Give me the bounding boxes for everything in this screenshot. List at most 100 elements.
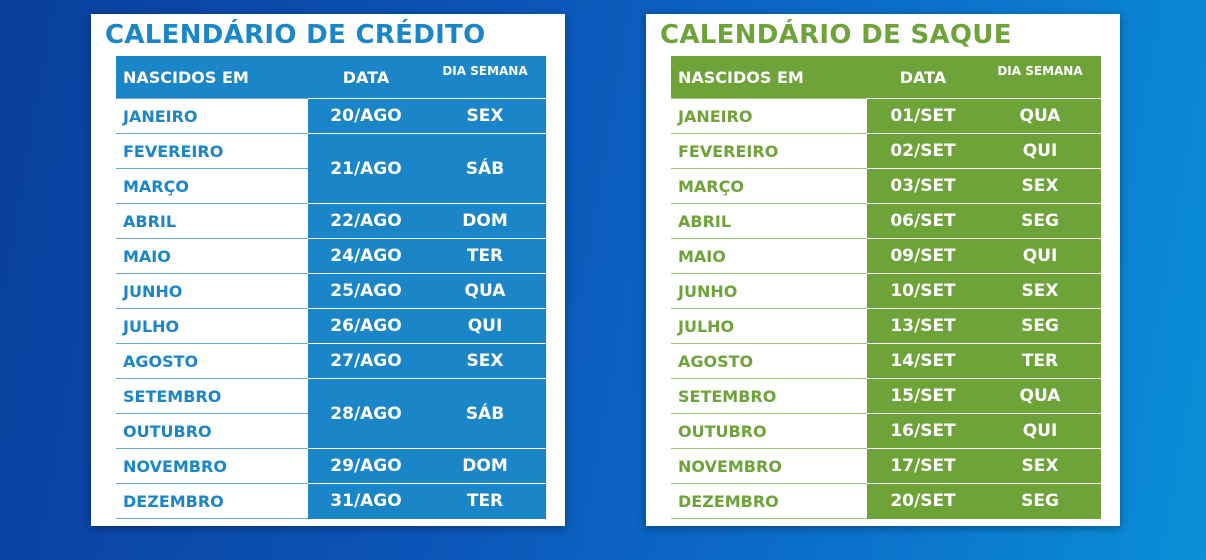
header-date: DATA xyxy=(308,56,424,99)
payment-date: 24/AGO xyxy=(308,238,424,274)
table-row: FEVEREIRO 02/SET QUI xyxy=(671,133,1101,169)
birth-month: MARÇO xyxy=(116,168,308,204)
table-header-row: NASCIDOS EM DATA DIA SEMANA xyxy=(116,56,546,99)
payment-date: 22/AGO xyxy=(308,203,424,239)
table-row: AGOSTO 27/AGO SEX xyxy=(116,343,546,379)
table-row: JULHO 13/SET SEG xyxy=(671,308,1101,344)
table-row: MAIO 09/SET QUI xyxy=(671,238,1101,274)
payment-date: 21/AGO xyxy=(308,133,424,204)
birth-month: JANEIRO xyxy=(671,98,867,134)
payment-date: 16/SET xyxy=(867,413,979,449)
header-month: NASCIDOS EM xyxy=(116,56,308,99)
payment-date: 13/SET xyxy=(867,308,979,344)
birth-month: AGOSTO xyxy=(671,343,867,379)
table-row: OUTUBRO xyxy=(116,413,546,449)
birth-month: DEZEMBRO xyxy=(116,483,308,519)
payment-date: 14/SET xyxy=(867,343,979,379)
weekday: SEX xyxy=(979,168,1101,204)
weekday: QUA xyxy=(979,378,1101,414)
payment-date: 31/AGO xyxy=(308,483,424,519)
birth-month: MAIO xyxy=(116,238,308,274)
payment-date: 02/SET xyxy=(867,133,979,169)
weekday: DOM xyxy=(424,448,546,484)
table-row: SETEMBRO 15/SET QUA xyxy=(671,378,1101,414)
payment-date: 20/AGO xyxy=(308,98,424,134)
weekday: QUA xyxy=(424,273,546,309)
table-row: DEZEMBRO 31/AGO TER xyxy=(116,483,546,519)
birth-month: ABRIL xyxy=(116,203,308,239)
birth-month: ABRIL xyxy=(671,203,867,239)
weekday: SEG xyxy=(979,203,1101,239)
birth-month: NOVEMBRO xyxy=(116,448,308,484)
payment-date: 01/SET xyxy=(867,98,979,134)
weekday: DOM xyxy=(424,203,546,239)
table-row: NOVEMBRO 29/AGO DOM xyxy=(116,448,546,484)
birth-month: OUTUBRO xyxy=(116,413,308,449)
weekday: QUI xyxy=(424,308,546,344)
table-row: JUNHO 10/SET SEX xyxy=(671,273,1101,309)
payment-date: 29/AGO xyxy=(308,448,424,484)
header-date: DATA xyxy=(867,56,979,99)
weekday: TER xyxy=(424,238,546,274)
weekday: SÁB xyxy=(424,133,546,204)
birth-month: FEVEREIRO xyxy=(116,133,308,169)
payment-date: 20/SET xyxy=(867,483,979,519)
credit-calendar-title: CALENDÁRIO DE CRÉDITO xyxy=(105,20,486,50)
table-row: FEVEREIRO 21/AGO SÁB xyxy=(116,133,546,204)
header-weekday: DIA SEMANA xyxy=(979,56,1101,99)
table-row: AGOSTO 14/SET TER xyxy=(671,343,1101,379)
birth-month: SETEMBRO xyxy=(671,378,867,414)
weekday: TER xyxy=(979,343,1101,379)
weekday: QUI xyxy=(979,413,1101,449)
payment-date: 15/SET xyxy=(867,378,979,414)
weekday: QUI xyxy=(979,238,1101,274)
table-row: ABRIL 06/SET SEG xyxy=(671,203,1101,239)
weekday: SEG xyxy=(979,308,1101,344)
table-row: JANEIRO 20/AGO SEX xyxy=(116,98,546,134)
birth-month: AGOSTO xyxy=(116,343,308,379)
table-row: JULHO 26/AGO QUI xyxy=(116,308,546,344)
weekday: SEG xyxy=(979,483,1101,519)
table-row: DEZEMBRO 20/SET SEG xyxy=(671,483,1101,519)
table-row: JUNHO 25/AGO QUA xyxy=(116,273,546,309)
withdrawal-table-body: JANEIRO 01/SET QUA FEVEREIRO 02/SET QUI MARÇO 0… xyxy=(671,98,1101,519)
birth-month: JUNHO xyxy=(671,273,867,309)
payment-date: 06/SET xyxy=(867,203,979,239)
table-row: ABRIL 22/AGO DOM xyxy=(116,203,546,239)
birth-month: DEZEMBRO xyxy=(671,483,867,519)
header-month: NASCIDOS EM xyxy=(671,56,867,99)
withdrawal-calendar-table: NASCIDOS EM DATA DIA SEMANA JANEIRO 01/SE… xyxy=(671,56,1101,519)
table-row: SETEMBRO 28/AGO SÁB xyxy=(116,378,546,449)
weekday: SEX xyxy=(979,448,1101,484)
birth-month: FEVEREIRO xyxy=(671,133,867,169)
table-header-row: NASCIDOS EM DATA DIA SEMANA xyxy=(671,56,1101,99)
header-weekday: DIA SEMANA xyxy=(424,56,546,99)
payment-date: 28/AGO xyxy=(308,378,424,449)
credit-calendar-card: CALENDÁRIO DE CRÉDITO NASCIDOS EM DATA D… xyxy=(91,14,565,526)
payment-date: 09/SET xyxy=(867,238,979,274)
table-row: MARÇO xyxy=(116,168,546,204)
weekday: QUA xyxy=(979,98,1101,134)
table-row: OUTUBRO 16/SET QUI xyxy=(671,413,1101,449)
birth-month: MARÇO xyxy=(671,168,867,204)
birth-month: JULHO xyxy=(116,308,308,344)
birth-month: NOVEMBRO xyxy=(671,448,867,484)
birth-month: JUNHO xyxy=(116,273,308,309)
payment-date: 10/SET xyxy=(867,273,979,309)
payment-date: 25/AGO xyxy=(308,273,424,309)
weekday: QUI xyxy=(979,133,1101,169)
payment-date: 27/AGO xyxy=(308,343,424,379)
payment-date: 26/AGO xyxy=(308,308,424,344)
table-row: MAIO 24/AGO TER xyxy=(116,238,546,274)
birth-month: JULHO xyxy=(671,308,867,344)
table-row: MARÇO 03/SET SEX xyxy=(671,168,1101,204)
table-row: JANEIRO 01/SET QUA xyxy=(671,98,1101,134)
weekday: SÁB xyxy=(424,378,546,449)
credit-table-body: JANEIRO 20/AGO SEX FEVEREIRO 21/AGO SÁB MARÇO A… xyxy=(116,98,546,519)
credit-calendar-table: NASCIDOS EM DATA DIA SEMANA JANEIRO 20/AG… xyxy=(116,56,546,519)
birth-month: SETEMBRO xyxy=(116,378,308,414)
withdrawal-calendar-title: CALENDÁRIO DE SAQUE xyxy=(660,20,1012,50)
birth-month: MAIO xyxy=(671,238,867,274)
weekday: SEX xyxy=(424,98,546,134)
payment-date: 03/SET xyxy=(867,168,979,204)
